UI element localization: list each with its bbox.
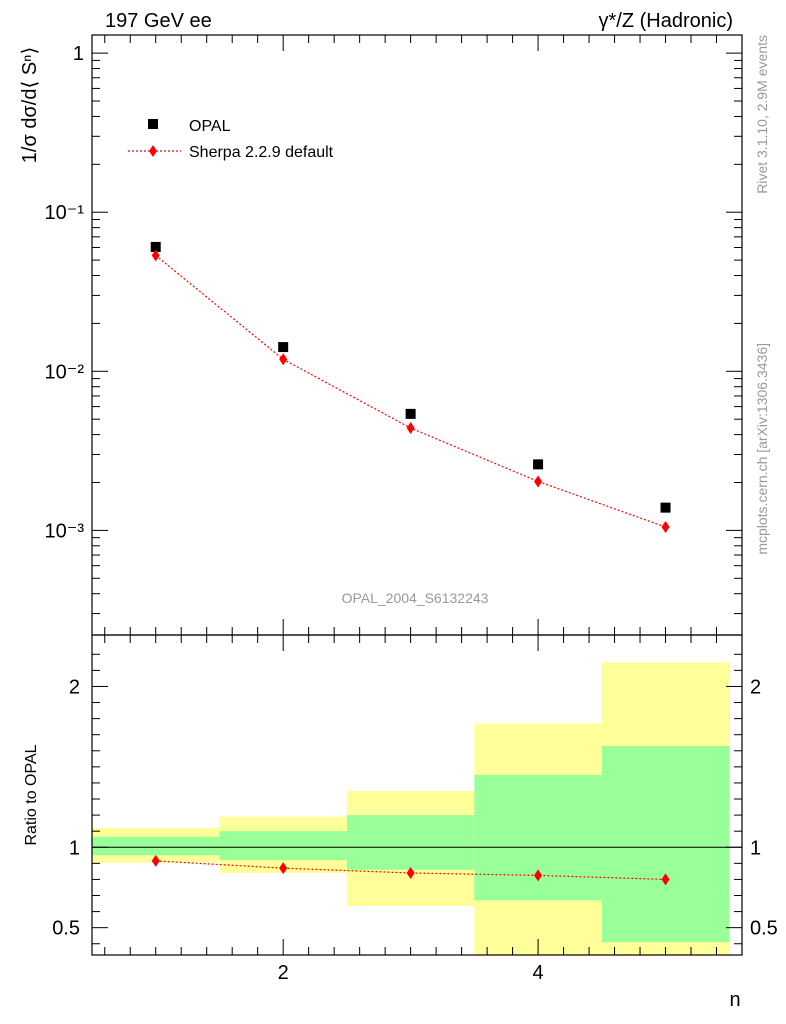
uncertainty-band-green <box>346 815 475 870</box>
ratio-series <box>151 854 670 886</box>
y-tick-label: 10⁻³ <box>45 520 85 542</box>
ratio-y-tick-label: 1 <box>69 837 80 859</box>
data-point-opal <box>405 408 416 419</box>
ratio-data-point <box>534 869 543 882</box>
ratio-y-tick-label-right: 1 <box>750 837 761 859</box>
y-tick-label: 1 <box>73 43 84 65</box>
data-point-opal <box>150 241 161 252</box>
uncertainty-band-green <box>92 836 220 856</box>
rivet-version-label: Rivet 3.1.10, 2.9M events <box>754 35 770 194</box>
ratio-bands <box>92 662 742 955</box>
legend-label-sherpa: Sherpa 2.2.9 default <box>189 144 334 161</box>
legend-label-opal: OPAL <box>189 118 231 135</box>
ratio-series-line <box>155 860 666 881</box>
ratio-y-axis-label: Ratio to OPAL <box>23 744 40 845</box>
main-series <box>150 241 671 534</box>
ratio-y-tick-label-right: 0.5 <box>750 918 778 940</box>
header-right: γ*/Z (Hadronic) <box>599 10 733 32</box>
x-axis-label: n <box>729 989 740 1011</box>
mcplots-label: mcplots.cern.ch [arXiv:1306.3436] <box>754 343 770 555</box>
ratio-data-point <box>279 862 288 875</box>
data-point-sherpa <box>279 353 288 366</box>
uncertainty-band-green <box>219 831 347 861</box>
data-point-sherpa <box>151 249 160 262</box>
ratio-y-tick-label: 2 <box>69 676 80 698</box>
data-point-opal <box>660 502 671 513</box>
uncertainty-band-green <box>474 774 602 901</box>
data-point-opal <box>278 342 289 353</box>
analysis-watermark: OPAL_2004_S6132243 <box>342 590 489 606</box>
legend: OPAL Sherpa 2.2.9 default <box>128 118 334 161</box>
data-point-sherpa <box>406 422 415 435</box>
data-point-sherpa <box>534 475 543 488</box>
ratio-data-point <box>151 854 160 867</box>
y-tick-label: 10⁻² <box>45 361 85 383</box>
x-tick-label: 2 <box>278 962 289 984</box>
series-line <box>155 254 666 528</box>
legend-marker-opal <box>148 119 158 129</box>
y-tick-label: 10⁻¹ <box>45 202 85 224</box>
ratio-axes: 2 4 0.5 0.5 1 1 2 2 <box>52 634 778 984</box>
ratio-y-tick-label: 0.5 <box>52 918 80 940</box>
ratio-y-tick-label-right: 2 <box>750 676 761 698</box>
main-y-axis-label: 1/σ dσ/d⟨ Sⁿ⟩ <box>19 47 41 164</box>
data-point-opal <box>533 459 544 470</box>
ratio-data-point <box>661 873 670 886</box>
x-tick-label: 4 <box>533 962 544 984</box>
legend-marker-sherpa <box>149 145 157 157</box>
uncertainty-band-green <box>601 745 730 943</box>
header-left: 197 GeV ee <box>105 10 212 32</box>
data-point-sherpa <box>661 521 670 534</box>
ratio-frame <box>91 634 743 956</box>
ratio-data-point <box>406 866 415 879</box>
